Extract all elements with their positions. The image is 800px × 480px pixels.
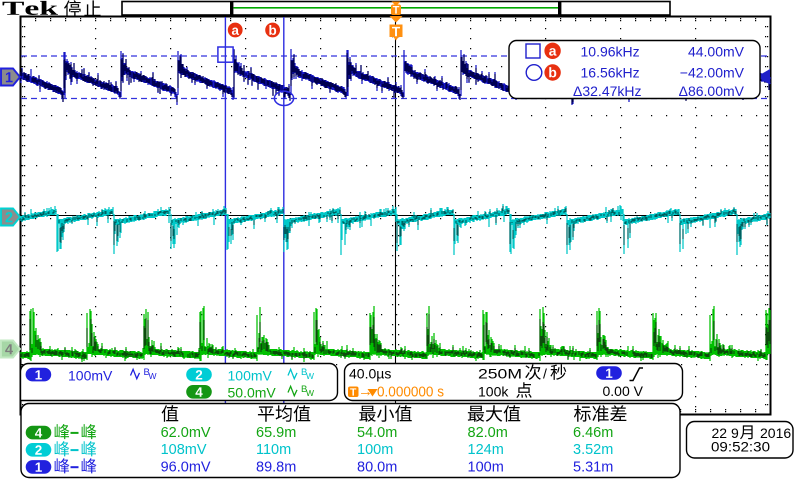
svg-text:/: / <box>543 366 547 382</box>
svg-text:250M: 250M <box>478 366 522 382</box>
svg-text:W: W <box>306 371 314 381</box>
svg-text:89.8m: 89.8m <box>256 459 296 475</box>
svg-text:44.00mV: 44.00mV <box>688 44 745 60</box>
svg-text:0.00 V: 0.00 V <box>603 383 644 399</box>
svg-text:09:52:30: 09:52:30 <box>711 439 770 455</box>
svg-text:B: B <box>301 367 307 378</box>
svg-text:100m: 100m <box>357 442 393 458</box>
svg-text:100mV: 100mV <box>68 367 113 383</box>
svg-text:50.0mV: 50.0mV <box>228 384 277 400</box>
svg-text:5.31m: 5.31m <box>573 459 613 475</box>
svg-text:110m: 110m <box>256 442 291 458</box>
svg-text:40.0µs: 40.0µs <box>349 366 391 382</box>
svg-text:108mV: 108mV <box>161 442 207 458</box>
svg-text:6.46m: 6.46m <box>573 425 613 441</box>
svg-text:3.52m: 3.52m <box>573 442 613 458</box>
svg-text:96.0mV: 96.0mV <box>161 459 211 475</box>
svg-text:2016: 2016 <box>760 425 791 441</box>
svg-text:124m: 124m <box>468 442 504 458</box>
svg-text:B: B <box>144 367 150 378</box>
svg-text:100m: 100m <box>468 459 504 475</box>
svg-text:0.000000 s: 0.000000 s <box>377 385 444 401</box>
svg-text:16.56kHz: 16.56kHz <box>581 65 640 81</box>
svg-text:Δ32.47kHz: Δ32.47kHz <box>573 83 642 99</box>
svg-text:W: W <box>306 388 314 398</box>
svg-text:10.96kHz: 10.96kHz <box>581 44 640 60</box>
svg-text:100mV: 100mV <box>228 367 273 383</box>
svg-text:W: W <box>149 371 157 381</box>
svg-text:80.0m: 80.0m <box>357 459 397 475</box>
svg-text:100k: 100k <box>478 384 509 400</box>
svg-text:→: → <box>358 383 373 400</box>
svg-text:82.0m: 82.0m <box>468 425 508 441</box>
svg-text:−42.00mV: −42.00mV <box>680 65 745 81</box>
svg-text:Δ86.00mV: Δ86.00mV <box>679 83 745 99</box>
svg-text:22 9: 22 9 <box>712 425 739 441</box>
svg-text:62.0mV: 62.0mV <box>161 425 211 441</box>
svg-text:54.0m: 54.0m <box>357 425 397 441</box>
svg-text:B: B <box>301 384 307 395</box>
svg-text:65.9m: 65.9m <box>256 425 296 441</box>
